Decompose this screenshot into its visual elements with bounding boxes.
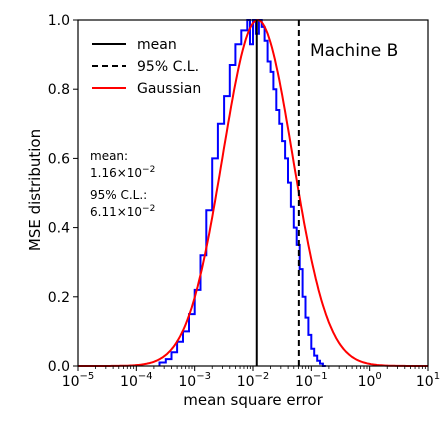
y-axis-label: MSE distribution bbox=[26, 129, 44, 251]
x-tick-label: 10−5 bbox=[62, 371, 95, 390]
plot-area bbox=[78, 18, 428, 367]
x-tick-label: 10−4 bbox=[120, 371, 153, 390]
x-tick-label: 100 bbox=[358, 371, 382, 390]
mean-annotation-value: 1.16×10−2 bbox=[90, 165, 155, 180]
cl-annotation-value: 6.11×10−2 bbox=[90, 204, 155, 219]
legend-mean-label: mean bbox=[137, 37, 177, 53]
y-tick-label: 0.8 bbox=[48, 82, 70, 98]
axes: 0.0 0.2 0.4 0.6 0.8 1.0 10−5 10−4 10−3 10−2 10−1 10… bbox=[48, 13, 440, 390]
cl-mantissa: 6.11×10 bbox=[90, 205, 142, 219]
legend-cl-label: 95% C.L. bbox=[137, 59, 199, 75]
x-tick-label: 10−1 bbox=[295, 371, 328, 390]
x-tick-label: 10−2 bbox=[237, 371, 270, 390]
cl-annotation-title: 95% C.L.: bbox=[90, 188, 147, 202]
mean-exponent: −2 bbox=[142, 165, 155, 175]
x-tick-label: 10−3 bbox=[178, 371, 211, 390]
legend: mean 95% C.L. Gaussian bbox=[92, 37, 201, 97]
y-tick-label: 0.6 bbox=[48, 151, 70, 167]
mean-mantissa: 1.16×10 bbox=[90, 166, 142, 180]
y-tick-label: 0.4 bbox=[48, 221, 70, 237]
legend-gaussian-label: Gaussian bbox=[137, 81, 201, 97]
machine-label: Machine B bbox=[310, 41, 398, 61]
y-tick-label: 0.2 bbox=[48, 290, 70, 306]
y-tick-label: 1.0 bbox=[48, 13, 70, 29]
gaussian-series bbox=[78, 18, 428, 367]
mean-annotation-title: mean: bbox=[90, 149, 128, 163]
x-tick-label: 101 bbox=[416, 371, 440, 390]
y-tick-label: 0.0 bbox=[48, 359, 70, 375]
x-axis-label: mean square error bbox=[183, 391, 323, 409]
cl-exponent: −2 bbox=[142, 204, 155, 214]
